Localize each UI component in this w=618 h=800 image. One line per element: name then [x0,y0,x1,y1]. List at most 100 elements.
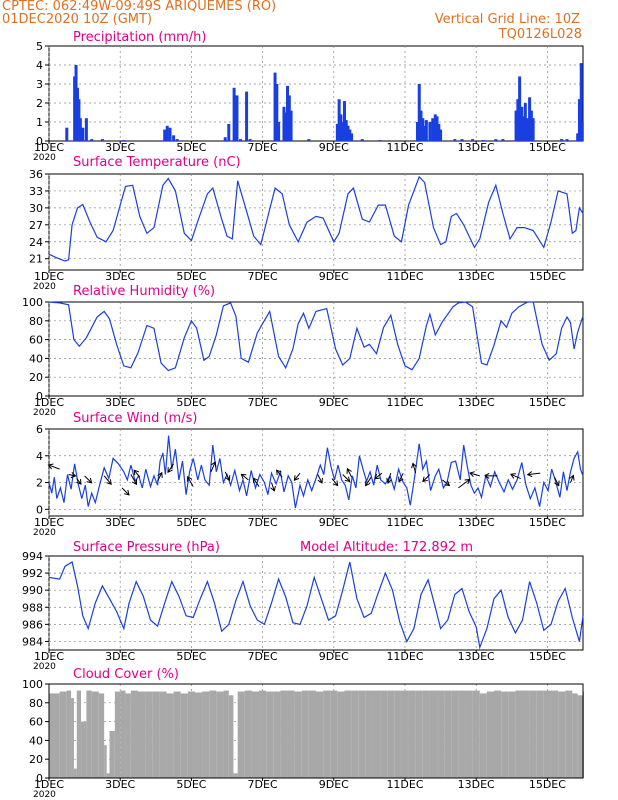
header-grid-line: Vertical Grid Line: 10Z [434,12,580,27]
wind-arrow [554,476,560,486]
precip-bar [428,122,432,141]
wind-arrow-head [411,462,417,469]
precip-bar [275,84,279,141]
precip-bar [560,139,564,141]
precip-bar [284,112,288,141]
y-tick-label: 80 [29,315,43,328]
x-year-label: 2020 [33,790,56,800]
wind-arrow-head [569,474,575,481]
wind-arrow [167,463,175,473]
wind-arrow [374,472,383,480]
cloud-bar [280,690,288,778]
precip-bar [287,95,291,141]
cloud-bar [337,691,345,778]
x-tick-label: 3DEC [105,778,135,791]
cloud-bar [159,691,167,778]
cloud-bar [244,690,252,778]
y-tick-label: 40 [29,352,43,365]
precip-bar [239,139,243,141]
cloud-bar [98,693,105,778]
precip-bar [439,129,443,141]
cloud-bar [415,690,423,778]
wind-arrow [442,479,450,486]
cloud-bar [458,690,466,778]
cloud-bar [372,690,381,778]
x-tick-label: 15DEC [529,396,566,409]
precip-bar [342,101,346,141]
precip-bar [437,123,441,141]
y-tick-label: 992 [22,567,43,580]
precip-bar [344,120,348,141]
precip-bar [518,76,522,141]
cloud-bar [501,691,509,778]
cloud-bar [387,690,395,778]
precip-bar [339,114,343,141]
x-tick-label: 5DEC [176,516,206,529]
y-tick-label: 100 [22,296,43,309]
header-station: CPTEC: 062:49W-09:49S ARIQUEMES (RO) [2,0,277,14]
wind-arrow [276,469,283,478]
panel-3 [45,301,584,399]
precip-bar [172,135,176,141]
wind-arrow-head [317,477,323,484]
cloud-bar [522,690,530,778]
x-tick-label: 9DEC [319,650,349,663]
cloud-bar [323,690,331,778]
precip-bar [163,129,167,141]
y-tick-label: 2 [36,477,43,490]
precip-bar [341,122,345,141]
y-tick-label: 21 [29,253,43,266]
y-tick-label: 990 [22,584,43,597]
x-tick-label: 3DEC [105,516,135,529]
cloud-bar [494,690,502,778]
cloud-bar [125,693,131,778]
cloud-bar [259,690,267,778]
precip-bar [168,127,172,141]
x-tick-label: 1DEC [34,650,64,663]
cloud-bar [351,690,359,778]
x-tick-label: 1DEC [34,141,64,154]
wind-arrow [76,478,82,485]
wind-arrow-head [464,478,471,485]
precip-bar [576,133,580,141]
x-tick-label: 7DEC [248,516,278,529]
cloud-bar [91,691,99,778]
y-tick-label: 30 [29,202,43,215]
cloud-bar [572,693,578,778]
header-model: TQ0126L028 [498,27,582,42]
cloud-bar [49,693,60,778]
y-tick-label: 20 [29,371,43,384]
y-tick-label: 6 [36,423,43,436]
cloud-bar [365,690,373,778]
wind-arrow-head [131,479,138,486]
cloud-bar [216,691,224,778]
panel-title: Surface Wind (m/s) [73,411,197,426]
cloud-bar [401,690,409,778]
precip-bar [223,137,227,141]
x-tick-label: 9DEC [319,778,349,791]
cloud-bar [166,693,174,778]
wind-arrow [133,469,141,478]
cloud-bar [408,690,416,778]
precip-bar [289,110,293,141]
cloud-bar [515,690,523,778]
precip-bar [431,118,435,141]
x-tick-label: 13DEC [458,396,495,409]
cloud-bar [237,691,245,778]
precip-bar [529,110,533,141]
panel-frame [48,173,584,271]
panel-title: Surface Pressure (hPa) [73,540,220,555]
cloud-bar [577,695,583,778]
cloud-bar [180,693,188,778]
wind-arrow [422,474,431,482]
wind-arrow-head [444,480,451,487]
x-tick-label: 9DEC [319,141,349,154]
x-tick-label: 3DEC [105,270,135,283]
y-tick-label: 988 [22,601,43,614]
precip-bar [337,99,341,141]
cloud-bar [145,691,153,778]
x-tick-label: 7DEC [248,778,278,791]
precip-bar [424,120,428,141]
x-tick-label: 3DEC [105,141,135,154]
precip-bar [520,106,524,141]
